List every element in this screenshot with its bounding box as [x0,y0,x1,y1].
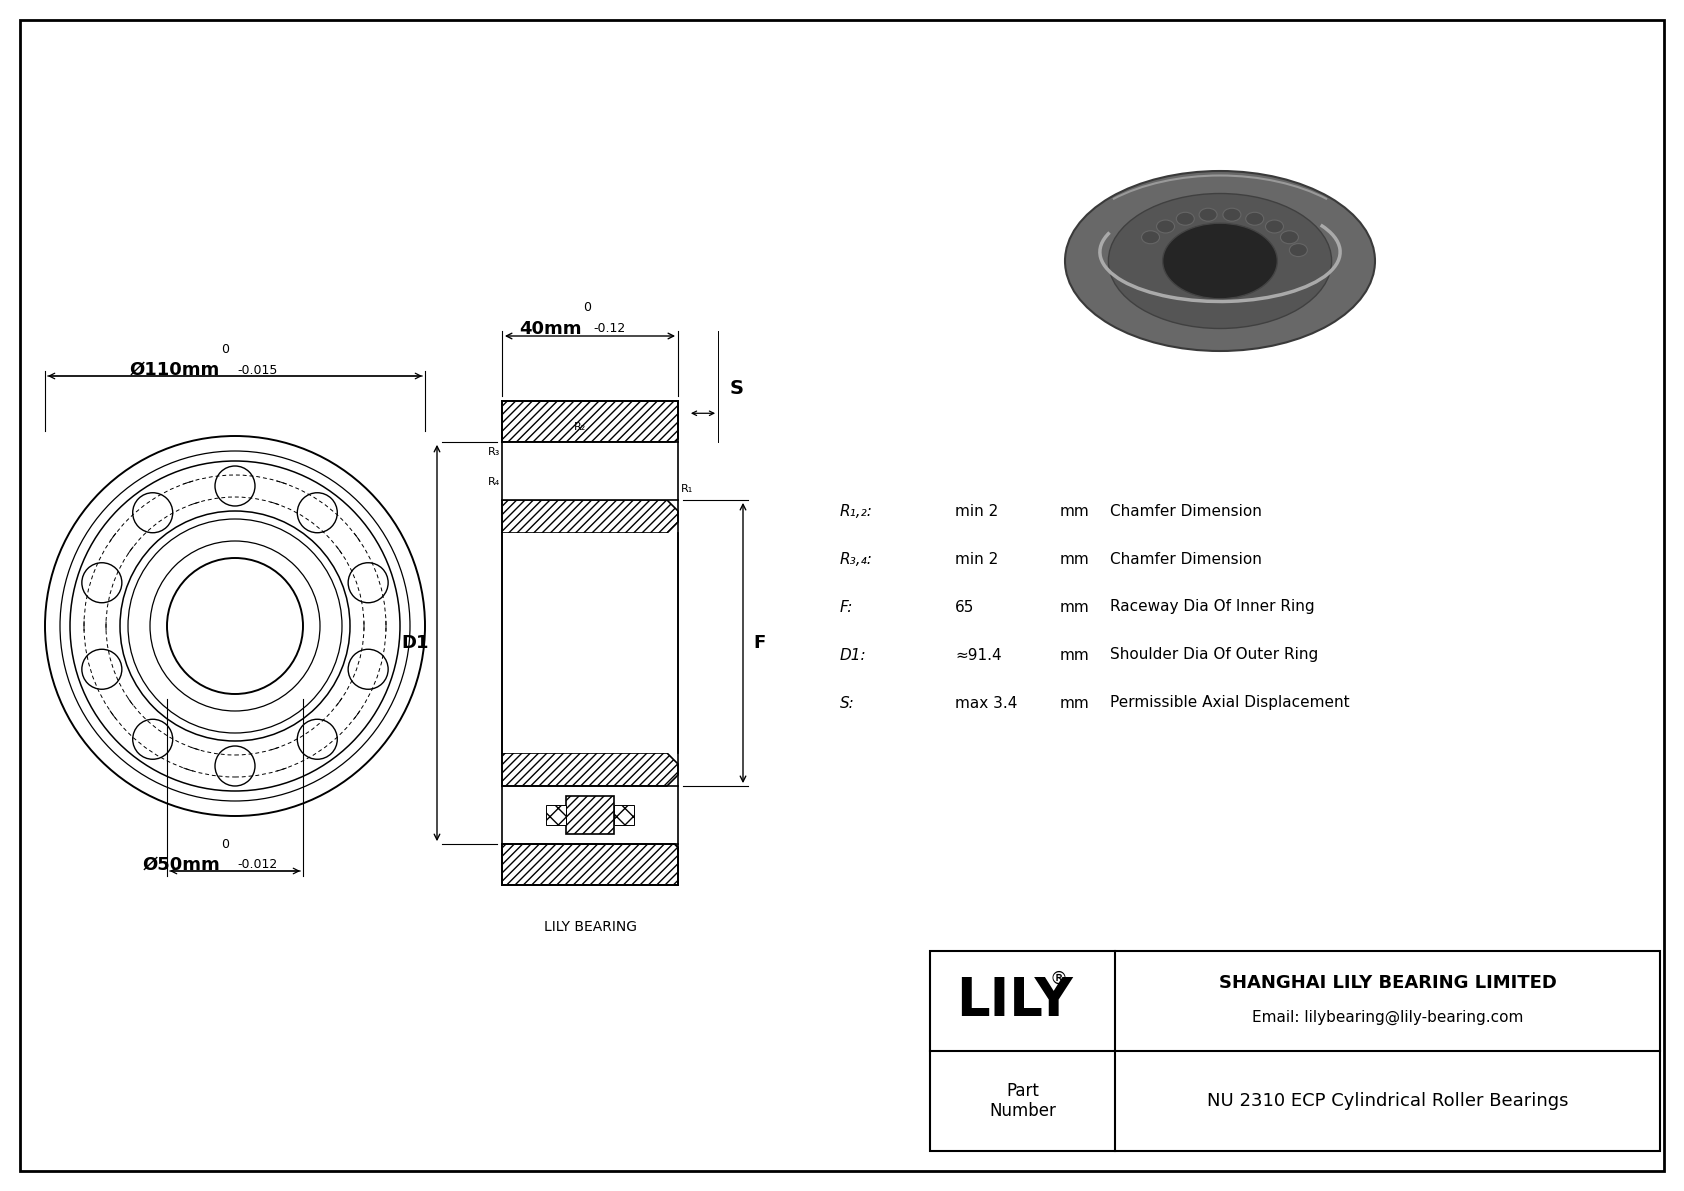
Bar [546,805,566,824]
Bar [566,796,615,834]
Bar [930,950,1660,1151]
Text: mm: mm [1059,551,1090,567]
Text: ≈91.4: ≈91.4 [955,648,1002,662]
Text: D1: D1 [401,634,429,651]
Text: mm: mm [1059,696,1090,711]
Text: Shoulder Dia Of Outer Ring: Shoulder Dia Of Outer Ring [1110,648,1319,662]
Text: Raceway Dia Of Inner Ring: Raceway Dia Of Inner Ring [1110,599,1315,615]
Bar [500,534,680,753]
Bar [546,461,566,481]
Text: -0.12: -0.12 [593,323,625,336]
Text: 0: 0 [221,838,229,852]
Text: Ø50mm: Ø50mm [141,856,221,874]
Ellipse shape [1199,208,1218,222]
Ellipse shape [1246,212,1263,225]
Text: min 2: min 2 [955,504,999,518]
Text: Part
Number: Part Number [989,1081,1056,1121]
Bar [615,805,633,824]
Text: Email: lilybearing@lily-bearing.com: Email: lilybearing@lily-bearing.com [1251,1010,1524,1024]
Text: Chamfer Dimension: Chamfer Dimension [1110,551,1261,567]
Text: mm: mm [1059,599,1090,615]
Ellipse shape [1064,172,1376,351]
Ellipse shape [1177,212,1194,225]
Text: ®: ® [1049,969,1068,989]
Text: R₃,₄:: R₃,₄: [840,551,872,567]
Ellipse shape [1265,220,1283,233]
Text: LILY BEARING: LILY BEARING [544,919,637,934]
Ellipse shape [1162,223,1278,299]
Text: max 3.4: max 3.4 [955,696,1017,711]
Ellipse shape [1280,231,1298,244]
Text: R₁: R₁ [680,484,694,494]
Text: F: F [753,634,765,651]
Ellipse shape [1108,193,1332,329]
Ellipse shape [1142,231,1160,244]
Text: 65: 65 [955,599,975,615]
Text: -0.015: -0.015 [237,363,278,376]
Bar [566,453,615,490]
Ellipse shape [1157,220,1174,233]
Text: S:: S: [840,696,855,711]
Text: R₂: R₂ [574,422,586,432]
Text: S: S [729,379,744,398]
Bar [500,442,680,500]
Bar [615,461,633,481]
Ellipse shape [1223,208,1241,222]
Text: R₃: R₃ [488,448,500,457]
Text: 0: 0 [221,343,229,356]
Text: 40mm: 40mm [519,320,583,338]
Text: SHANGHAI LILY BEARING LIMITED: SHANGHAI LILY BEARING LIMITED [1219,974,1556,992]
Text: -0.012: -0.012 [237,859,278,872]
Text: R₄: R₄ [488,476,500,487]
Text: Ø110mm: Ø110mm [130,361,221,379]
Text: LILY: LILY [957,975,1073,1027]
Text: D1:: D1: [840,648,867,662]
Ellipse shape [1290,244,1307,256]
Text: mm: mm [1059,648,1090,662]
Text: Chamfer Dimension: Chamfer Dimension [1110,504,1261,518]
Text: min 2: min 2 [955,551,999,567]
Text: NU 2310 ECP Cylindrical Roller Bearings: NU 2310 ECP Cylindrical Roller Bearings [1207,1092,1568,1110]
Text: mm: mm [1059,504,1090,518]
Text: R₁,₂:: R₁,₂: [840,504,872,518]
Text: F:: F: [840,599,854,615]
Text: Permissible Axial Displacement: Permissible Axial Displacement [1110,696,1349,711]
Text: 0: 0 [583,301,591,314]
